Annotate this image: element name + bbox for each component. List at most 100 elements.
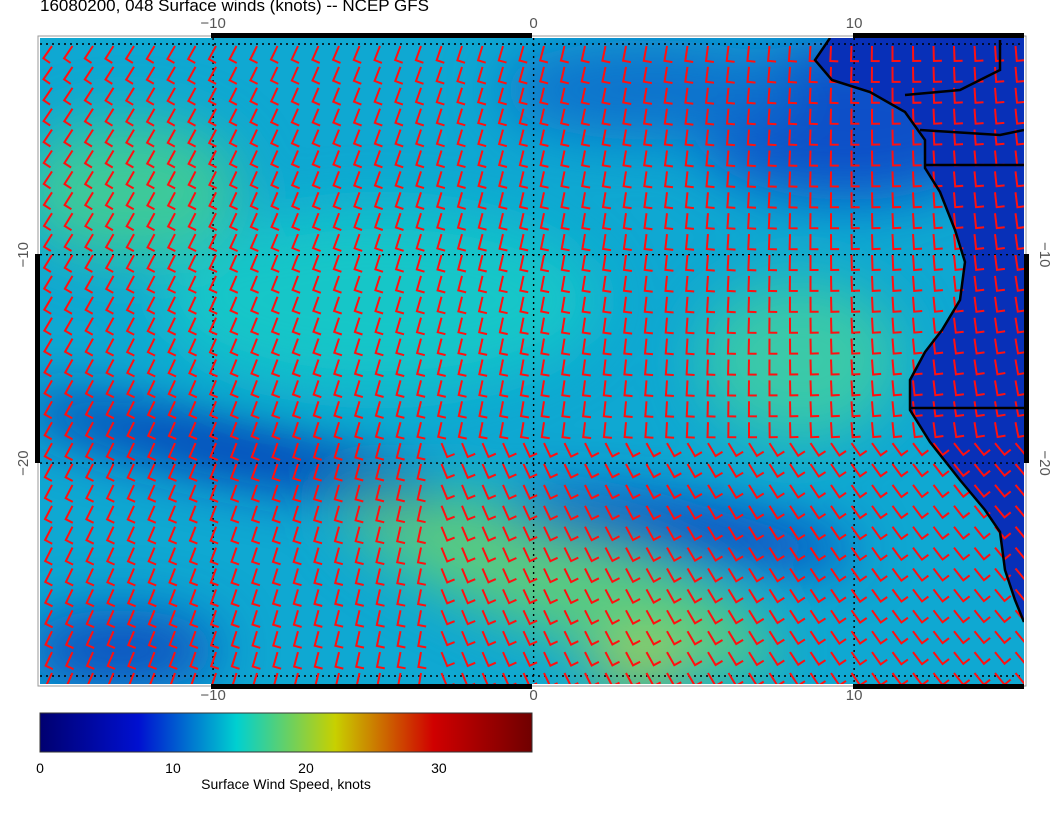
wind-barb	[352, 87, 362, 106]
wind-barb	[850, 108, 860, 125]
wind-barb	[684, 213, 694, 230]
wind-barb	[353, 380, 364, 399]
wind-barb	[497, 45, 507, 64]
wind-barb	[891, 275, 902, 292]
wind-barb	[830, 526, 847, 541]
wind-barb	[229, 380, 239, 399]
wind-barb	[684, 45, 694, 63]
wind-barb	[375, 589, 385, 607]
wind-barb	[664, 338, 674, 356]
wind-barb	[124, 66, 135, 85]
wind-barb	[311, 129, 321, 148]
wind-barb	[440, 651, 455, 668]
wind-barb	[436, 401, 447, 419]
wind-barb	[187, 191, 197, 211]
wind-barb	[522, 484, 538, 500]
wind-barb	[43, 379, 53, 399]
wind-barb	[498, 254, 508, 273]
frame-bar	[35, 254, 40, 463]
wind-barb	[644, 380, 654, 397]
wind-barbs	[42, 45, 1024, 684]
wind-barb	[146, 296, 156, 315]
wind-barb	[932, 401, 944, 418]
wind-barb	[685, 338, 695, 356]
wind-barb	[912, 338, 923, 355]
wind-barb	[126, 589, 136, 608]
wind-barb	[973, 213, 985, 230]
wind-barb	[187, 275, 197, 294]
wind-barb	[1014, 422, 1024, 439]
wind-barb	[105, 442, 115, 461]
wind-barb	[435, 87, 445, 106]
wind-barb	[581, 254, 591, 273]
wind-barb	[270, 150, 280, 169]
wind-barb	[789, 630, 806, 646]
wind-barb	[912, 171, 922, 188]
wind-barb	[809, 672, 827, 684]
wind-barb	[540, 422, 550, 440]
wind-barb	[187, 296, 197, 315]
wind-barb	[543, 463, 559, 479]
wind-barb	[522, 505, 538, 521]
wind-barb	[830, 296, 840, 313]
wind-barb	[748, 505, 765, 520]
wind-barb	[748, 463, 765, 479]
wind-barb	[1014, 317, 1024, 334]
wind-barb	[498, 212, 508, 231]
wind-barb	[543, 588, 559, 605]
wind-barb	[522, 526, 538, 542]
wind-barb	[604, 568, 620, 584]
wind-barb	[105, 400, 115, 420]
wind-barb	[436, 296, 446, 315]
wind-barb	[808, 66, 818, 84]
wind-barb	[436, 380, 447, 398]
wind-barb	[353, 338, 363, 357]
wind-barb	[623, 401, 633, 418]
wind-barb	[188, 442, 198, 461]
wind-barb	[168, 609, 178, 629]
wind-barb	[932, 275, 943, 292]
wind-barb	[789, 484, 806, 499]
wind-barb	[104, 170, 115, 190]
wind-barb	[767, 108, 777, 126]
wind-barb	[271, 463, 281, 482]
wind-barb	[126, 547, 136, 566]
wind-barb	[725, 45, 735, 63]
wind-barb	[311, 233, 321, 252]
wind-barb	[584, 672, 600, 684]
wind-barb	[269, 129, 280, 148]
wind-barb	[43, 421, 53, 441]
y-tick-label: −10	[15, 242, 32, 267]
wind-barb	[829, 108, 839, 125]
wind-barb	[353, 171, 363, 190]
wind-barb	[871, 108, 880, 125]
wind-barb	[105, 338, 115, 357]
wind-barb	[1014, 254, 1024, 271]
wind-barb	[106, 609, 116, 629]
wind-barb	[291, 233, 301, 252]
wind-barb	[104, 87, 115, 106]
wind-barb	[953, 630, 971, 645]
wind-barb	[499, 380, 509, 398]
wind-barb	[768, 401, 778, 418]
wind-barb	[830, 609, 847, 625]
wind-barb	[167, 484, 177, 503]
wind-barb	[209, 589, 219, 608]
wind-barb	[707, 651, 724, 667]
wind-barb	[768, 275, 778, 293]
wind-barb	[932, 526, 950, 541]
wind-barb	[189, 589, 199, 608]
wind-barb	[312, 338, 322, 357]
wind-barb	[850, 380, 861, 397]
wind-barb	[230, 505, 240, 524]
wind-barb	[271, 421, 281, 440]
wind-barb	[394, 150, 404, 169]
wind-barb	[767, 234, 777, 251]
wind-barb	[85, 651, 95, 670]
wind-barb	[208, 212, 218, 232]
wind-barb	[912, 588, 929, 603]
wind-barb	[912, 526, 929, 541]
wind-barb	[375, 630, 385, 649]
wind-barb	[850, 609, 868, 624]
wind-barb	[332, 275, 342, 294]
